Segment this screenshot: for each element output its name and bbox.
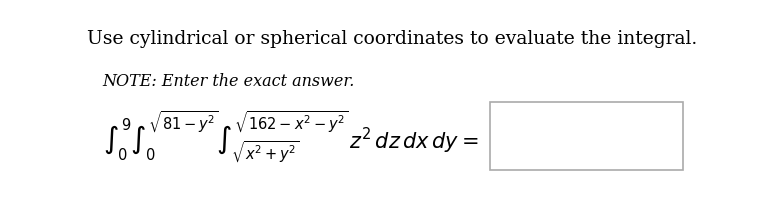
Text: NOTE: Enter the exact answer.: NOTE: Enter the exact answer. (103, 73, 355, 90)
FancyBboxPatch shape (490, 102, 682, 170)
Text: Use cylindrical or spherical coordinates to evaluate the integral.: Use cylindrical or spherical coordinates… (87, 30, 697, 48)
Text: $\int_{0}^{9}\int_{0}^{\sqrt{81-y^2}}\int_{\sqrt{x^2+y^2}}^{\sqrt{162-x^2-y^2}}\: $\int_{0}^{9}\int_{0}^{\sqrt{81-y^2}}\in… (103, 110, 478, 166)
